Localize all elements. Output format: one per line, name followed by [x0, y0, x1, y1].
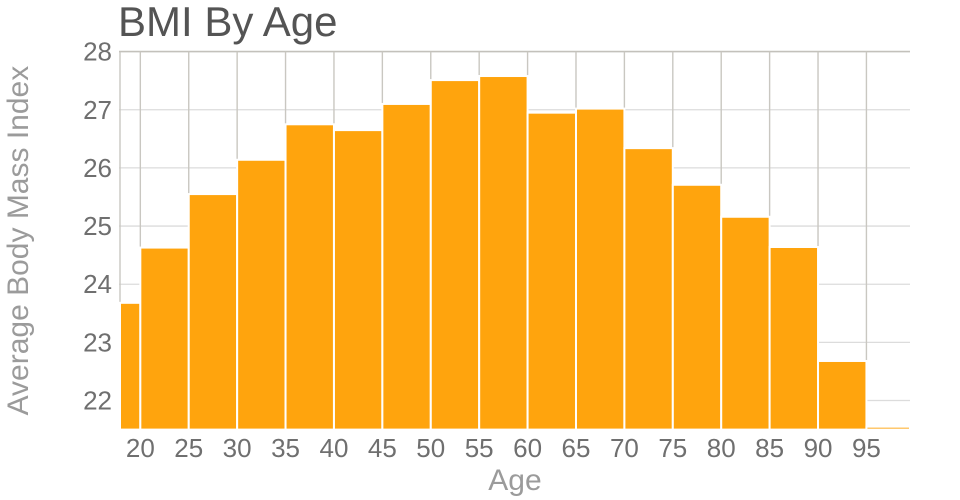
bar — [381, 102, 432, 431]
y-tick-label: 24 — [83, 269, 112, 299]
x-tick-label: 60 — [513, 433, 542, 463]
y-axis-title: Average Body Mass Index — [2, 66, 35, 416]
x-tick-label: 30 — [223, 433, 252, 463]
x-tick-labels: 20 25 30 35 40 45 50 55 60 65 70 75 80 85 90 95 — [126, 433, 881, 463]
x-tick-label: 90 — [804, 433, 833, 463]
bar — [671, 183, 723, 431]
bar — [429, 79, 481, 431]
chart-title: BMI By Age — [118, 0, 337, 45]
y-tick-label: 22 — [83, 386, 112, 416]
bar — [574, 107, 626, 431]
bar — [236, 158, 287, 431]
bar — [332, 129, 384, 431]
x-tick-label: 70 — [610, 433, 639, 463]
bar — [768, 245, 820, 431]
bar — [865, 425, 912, 431]
bar — [623, 147, 674, 431]
bar — [526, 111, 577, 431]
y-tick-label: 28 — [83, 37, 112, 67]
x-tick-label: 35 — [271, 433, 300, 463]
bar — [478, 75, 529, 431]
x-tick-label: 25 — [174, 433, 203, 463]
x-tick-label: 45 — [368, 433, 397, 463]
bar — [720, 215, 771, 431]
y-tick-label: 25 — [83, 211, 112, 241]
histogram-bars — [119, 75, 912, 431]
x-tick-label: 95 — [852, 433, 881, 463]
y-tick-label: 27 — [83, 95, 112, 125]
bar — [187, 193, 239, 431]
bar — [139, 246, 190, 431]
x-tick-label: 20 — [126, 433, 155, 463]
y-tick-label: 23 — [83, 327, 112, 357]
x-tick-label: 50 — [416, 433, 445, 463]
y-tick-label: 26 — [83, 153, 112, 183]
x-tick-label: 40 — [319, 433, 348, 463]
bar — [119, 301, 142, 431]
x-tick-label: 75 — [658, 433, 687, 463]
x-tick-label: 55 — [465, 433, 494, 463]
bar — [284, 123, 335, 431]
y-tick-labels: 22 23 24 25 26 27 28 — [83, 37, 112, 416]
x-tick-label: 80 — [707, 433, 736, 463]
x-tick-label: 65 — [562, 433, 591, 463]
x-tick-label: 85 — [755, 433, 784, 463]
x-axis-title: Age — [488, 464, 541, 497]
bar — [817, 359, 868, 431]
